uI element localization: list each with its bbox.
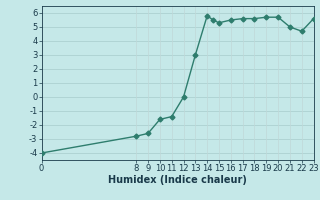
X-axis label: Humidex (Indice chaleur): Humidex (Indice chaleur) [108, 175, 247, 185]
